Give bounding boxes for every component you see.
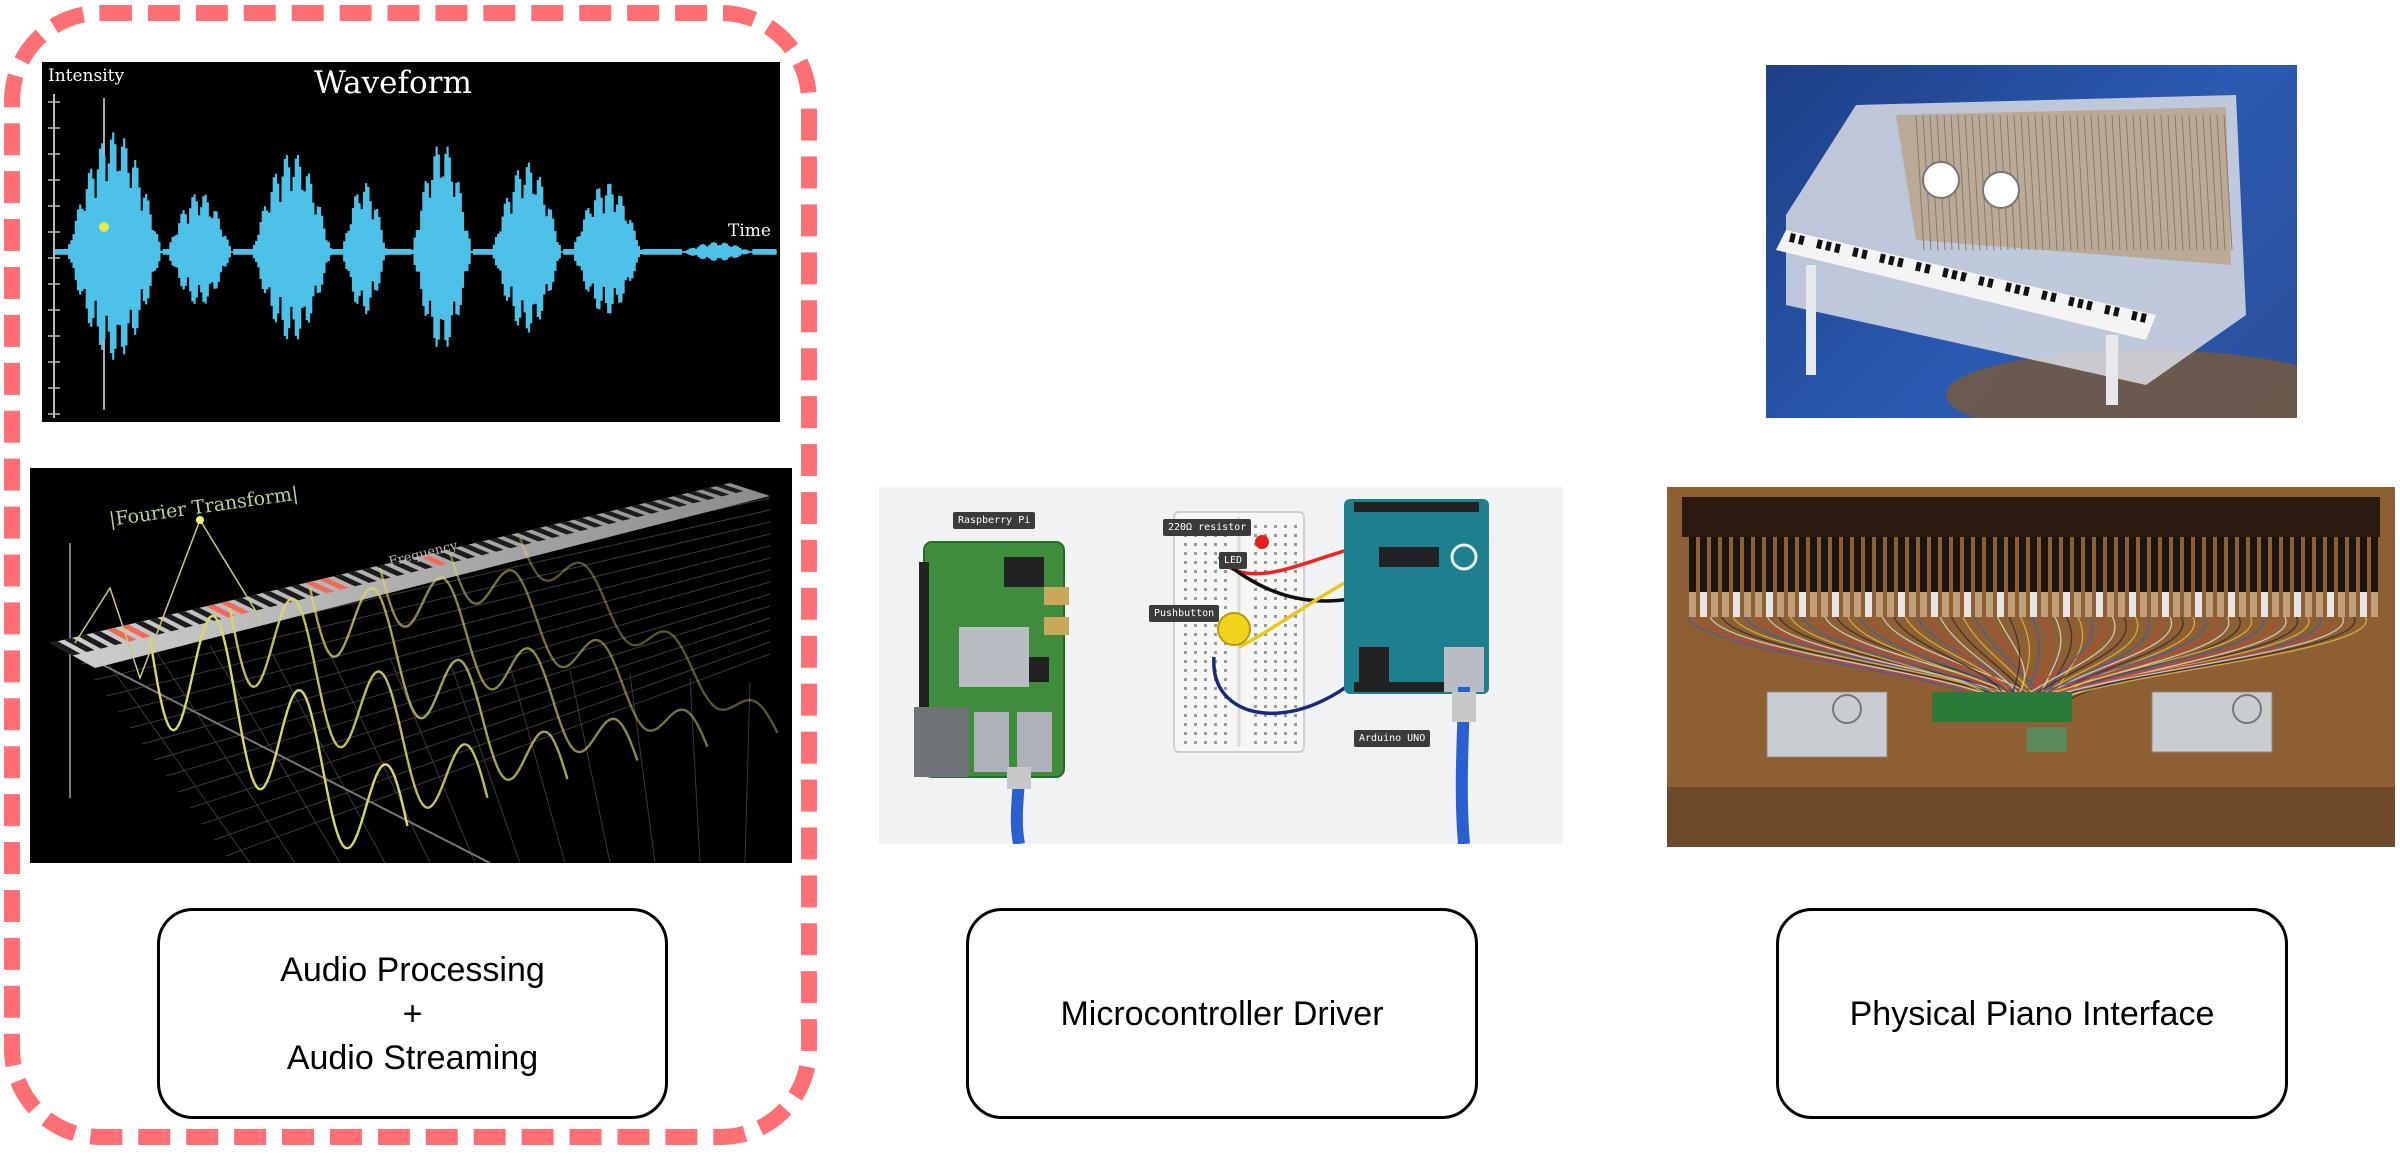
audio-label-line-2: + [402, 994, 423, 1033]
controller-board [2027, 727, 2067, 752]
audio-highlight-frame [4, 5, 817, 1145]
solenoid-rail [1682, 497, 2380, 537]
tag-pushbutton: Pushbutton [1149, 605, 1220, 622]
raspberry-pi-board [914, 541, 1069, 778]
piano-interface-label: Physical Piano Interface [1849, 994, 2215, 1033]
audio-processing-label-box: Audio Processing + Audio Streaming [157, 908, 668, 1119]
waveform-title: Waveform [314, 65, 472, 101]
piano-speaker-left [1922, 161, 1960, 199]
piano-photo [1766, 65, 2297, 418]
y-axis-label: Intensity [48, 66, 124, 86]
piano-leg-right [2106, 335, 2118, 405]
piano-internals-photo [1667, 487, 2395, 847]
piano-leg-left [1806, 265, 1816, 375]
tag-raspberry-pi: Raspberry Pi [953, 512, 1036, 529]
fourier-spectrum-line [74, 518, 261, 681]
keyboard-strip [50, 483, 770, 668]
microcontroller-label: Microcontroller Driver [1060, 994, 1384, 1033]
fourier-plot: |Fourier Transform| Frequency [50, 483, 779, 863]
arduino-board [1344, 499, 1489, 694]
x-axis-label: Time [728, 221, 771, 241]
piano-interface-label-box: Physical Piano Interface [1776, 908, 2288, 1119]
piano-strings [1896, 107, 2231, 265]
piano-illustration [1776, 95, 2297, 418]
fourier-panel: |Fourier Transform| Frequency [30, 468, 792, 863]
floor [1946, 350, 2297, 418]
fourier-label: |Fourier Transform| [108, 483, 300, 531]
cursor-dot [99, 222, 109, 232]
time-axis [69, 647, 491, 863]
tag-led: LED [1219, 552, 1248, 569]
pushbutton-cap [1217, 612, 1251, 646]
microcontroller-label-box: Microcontroller Driver [966, 908, 1478, 1119]
pi-usb-plug [1007, 767, 1031, 789]
tag-resistor: 220Ω resistor [1163, 519, 1252, 536]
waveform-panel: Intensity Waveform Time [42, 62, 780, 422]
arduino-usb-plug [1452, 692, 1476, 722]
spectrum-peak-dot [196, 516, 204, 524]
fourier-curves [148, 537, 779, 850]
piano-internals-illustration [1667, 487, 2395, 847]
waveform-signal [54, 132, 777, 360]
piano-base [1667, 787, 2395, 847]
piano-speaker-right [1982, 171, 2020, 209]
tag-arduino: Arduino UNO [1354, 730, 1431, 747]
microcontroller-photo: Raspberry Pi 220Ω resistor LED Pushbutto… [879, 487, 1563, 844]
audio-label-line-1: Audio Processing [280, 950, 545, 989]
piano-keyboard [1776, 230, 2156, 340]
audio-label-line-3: Audio Streaming [286, 1038, 539, 1077]
led-light [1255, 535, 1269, 549]
power-supply-left [1766, 691, 1888, 758]
waveform-plot: Intensity Waveform Time [48, 65, 777, 418]
circuit-illustration [914, 499, 1490, 844]
driver-boards [1932, 692, 2072, 722]
